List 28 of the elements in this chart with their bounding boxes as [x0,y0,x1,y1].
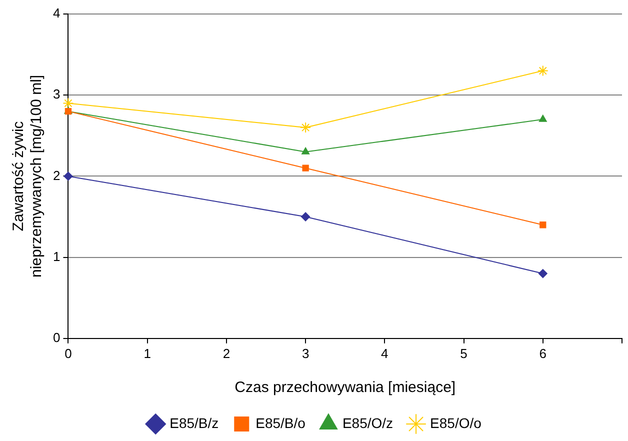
legend-label: E85/B/z [170,414,219,431]
x-tick-label: 6 [539,346,547,361]
point [302,147,310,154]
legend-label: E85/O/z [342,414,394,431]
point [302,164,309,172]
y-tick-label: 2 [52,168,60,183]
legend-label: E85/B/o [256,414,306,431]
y-axis-title: Zawartość żywic nieprzemywanych [mg/100 ml] [10,74,46,278]
y-tick-label: 4 [52,6,60,21]
point [538,114,547,122]
y-tick-label: 3 [52,86,60,102]
point [301,212,310,222]
x-tick-label: 2 [222,346,230,361]
y-tick-label: 0 [52,330,60,345]
point [300,122,312,134]
x-axis-title: Czas przechowywania [miesiące] [234,379,456,396]
point [537,65,548,76]
x-tick-label: 5 [460,346,468,361]
x-tick-label: 3 [302,346,310,361]
x-tick-label: 4 [381,346,388,361]
legend-label: E85/O/o [430,414,482,431]
point [538,269,548,278]
point [540,222,546,228]
point [64,172,73,181]
point [62,98,74,109]
x-tick-label: 1 [144,346,151,361]
x-tick-label: 0 [64,346,72,361]
y-tick-label: 1 [52,248,60,264]
